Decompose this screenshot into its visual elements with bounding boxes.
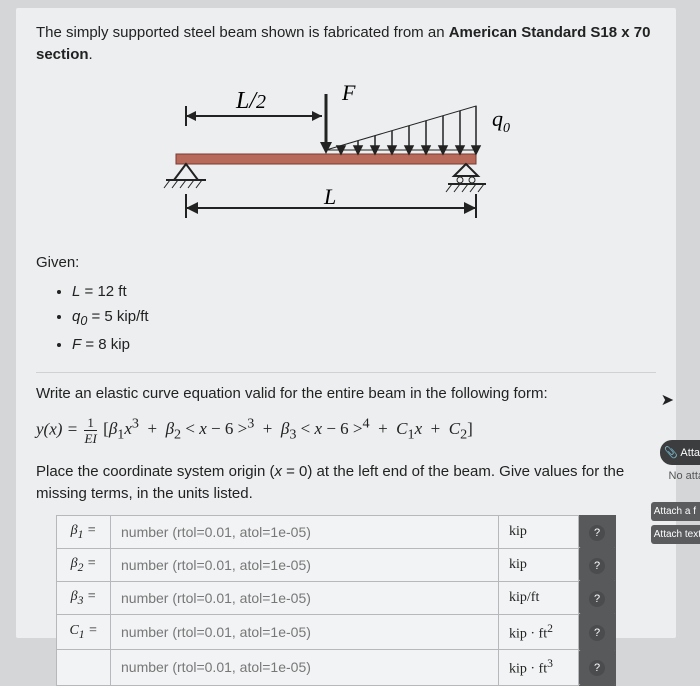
unit-cell: kip xyxy=(499,515,579,548)
prompt-text-b: . xyxy=(89,46,93,63)
given-item: L = 12 ft xyxy=(72,279,656,305)
equation: y(x) = 1 EI [β1x3 + β2 < x − 6 >3 + β3 <… xyxy=(36,416,656,445)
task-text: Write an elastic curve equation valid fo… xyxy=(36,385,656,402)
label-Lhalf: L/2 xyxy=(235,88,266,114)
table-row: number (rtol=0.01, atol=1e-05) kip · ft3… xyxy=(57,650,616,686)
help-button[interactable]: ? xyxy=(579,614,616,650)
row-label: β3 = xyxy=(57,581,111,614)
row-label: β2 = xyxy=(57,548,111,581)
attach-text-button[interactable]: Attach text xyxy=(651,525,700,544)
answer-input[interactable]: number (rtol=0.01, atol=1e-05) xyxy=(111,515,499,548)
help-button[interactable]: ? xyxy=(579,650,616,686)
answer-input[interactable]: number (rtol=0.01, atol=1e-05) xyxy=(111,581,499,614)
table-row: C1 = number (rtol=0.01, atol=1e-05) kip … xyxy=(57,614,616,650)
beam-rect xyxy=(176,154,476,164)
fraction: 1 EI xyxy=(84,416,97,445)
cursor-icon: ➤ xyxy=(661,390,674,410)
row-label: C1 = xyxy=(57,614,111,650)
help-icon: ? xyxy=(589,660,605,676)
right-sidebar: ➤ 📎 Atta No atta Attach a f Attach text xyxy=(658,0,700,638)
label-q0: q0 xyxy=(492,106,510,136)
help-button[interactable]: ? xyxy=(579,515,616,548)
given-item: F = 8 kip xyxy=(72,332,656,358)
label-L: L xyxy=(323,184,336,209)
help-button[interactable]: ? xyxy=(579,548,616,581)
help-icon: ? xyxy=(589,591,605,607)
table-row: β2 = number (rtol=0.01, atol=1e-05) kip … xyxy=(57,548,616,581)
unit-cell: kip xyxy=(499,548,579,581)
unit-cell: kip · ft3 xyxy=(499,650,579,686)
attach-pill[interactable]: 📎 Atta xyxy=(660,440,700,465)
answer-table: β1 = number (rtol=0.01, atol=1e-05) kip … xyxy=(56,515,616,686)
beam-svg: F q0 L/2 xyxy=(136,76,556,236)
divider xyxy=(36,372,656,373)
origin-text: Place the coordinate system origin (x = … xyxy=(36,461,656,505)
row-label xyxy=(57,650,111,686)
table-row: β1 = number (rtol=0.01, atol=1e-05) kip … xyxy=(57,515,616,548)
row-label: β1 = xyxy=(57,515,111,548)
given-item: q0 = 5 kip/ft xyxy=(72,304,656,332)
prompt-text-a: The simply supported steel beam shown is… xyxy=(36,24,449,41)
unit-cell: kip · ft2 xyxy=(499,614,579,650)
question-prompt: The simply supported steel beam shown is… xyxy=(36,22,656,66)
distributed-load-arrows xyxy=(337,106,480,154)
help-icon: ? xyxy=(589,525,605,541)
help-icon: ? xyxy=(589,558,605,574)
equation-body: [β1x3 + β2 < x − 6 >3 + β3 < x − 6 >4 + … xyxy=(103,419,473,438)
table-row: β3 = number (rtol=0.01, atol=1e-05) kip/… xyxy=(57,581,616,614)
right-support-icon xyxy=(454,164,478,176)
unit-cell: kip/ft xyxy=(499,581,579,614)
help-button[interactable]: ? xyxy=(579,581,616,614)
attach-file-button[interactable]: Attach a f xyxy=(651,502,700,521)
label-F: F xyxy=(341,80,356,105)
help-icon: ? xyxy=(589,625,605,641)
question-page: The simply supported steel beam shown is… xyxy=(16,8,676,638)
beam-diagram: F q0 L/2 xyxy=(136,76,556,236)
given-list: L = 12 ft q0 = 5 kip/ft F = 8 kip xyxy=(72,279,656,358)
left-support-icon xyxy=(174,164,198,180)
given-label: Given: xyxy=(36,254,656,271)
answer-input[interactable]: number (rtol=0.01, atol=1e-05) xyxy=(111,614,499,650)
no-attach-text: No atta xyxy=(669,470,700,482)
answer-input[interactable]: number (rtol=0.01, atol=1e-05) xyxy=(111,548,499,581)
answer-input[interactable]: number (rtol=0.01, atol=1e-05) xyxy=(111,650,499,686)
